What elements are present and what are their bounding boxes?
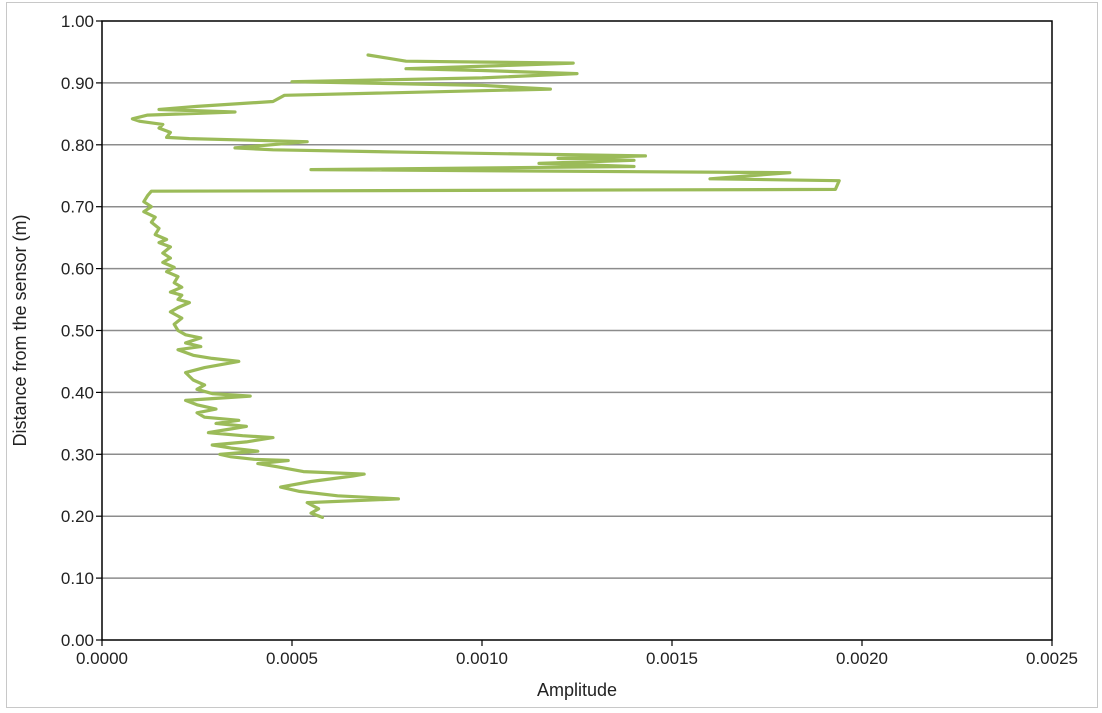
y-tick-label: 0.30 [61, 445, 94, 464]
y-tick-label: 0.90 [61, 74, 94, 93]
y-tick-label: 0.60 [61, 260, 94, 279]
y-tick-label: 0.00 [61, 631, 94, 650]
y-tick-label: 0.20 [61, 507, 94, 526]
x-tick-label: 0.0015 [646, 649, 698, 668]
y-tick-label: 0.80 [61, 136, 94, 155]
x-tick-label: 0.0000 [76, 649, 128, 668]
x-axis-title: Amplitude [537, 680, 617, 700]
x-tick-label: 0.0025 [1026, 649, 1078, 668]
tick-labels: 0.00 0.10 0.20 0.30 0.40 0.50 0.60 0.70 0.80 0.90… [61, 12, 1078, 668]
y-tick-label: 0.10 [61, 569, 94, 588]
y-tick-label: 0.50 [61, 322, 94, 341]
y-tick-label: 1.00 [61, 12, 94, 31]
x-tick-label: 0.0020 [836, 649, 888, 668]
y-tick-label: 0.40 [61, 383, 94, 402]
x-tick-label: 0.0005 [266, 649, 318, 668]
y-axis-title: Distance from the sensor (m) [10, 214, 30, 446]
series-line [130, 53, 841, 519]
grid-lines [102, 82, 1052, 579]
y-tick-label: 0.70 [61, 198, 94, 217]
series-layer [130, 53, 841, 519]
x-tick-label: 0.0010 [456, 649, 508, 668]
